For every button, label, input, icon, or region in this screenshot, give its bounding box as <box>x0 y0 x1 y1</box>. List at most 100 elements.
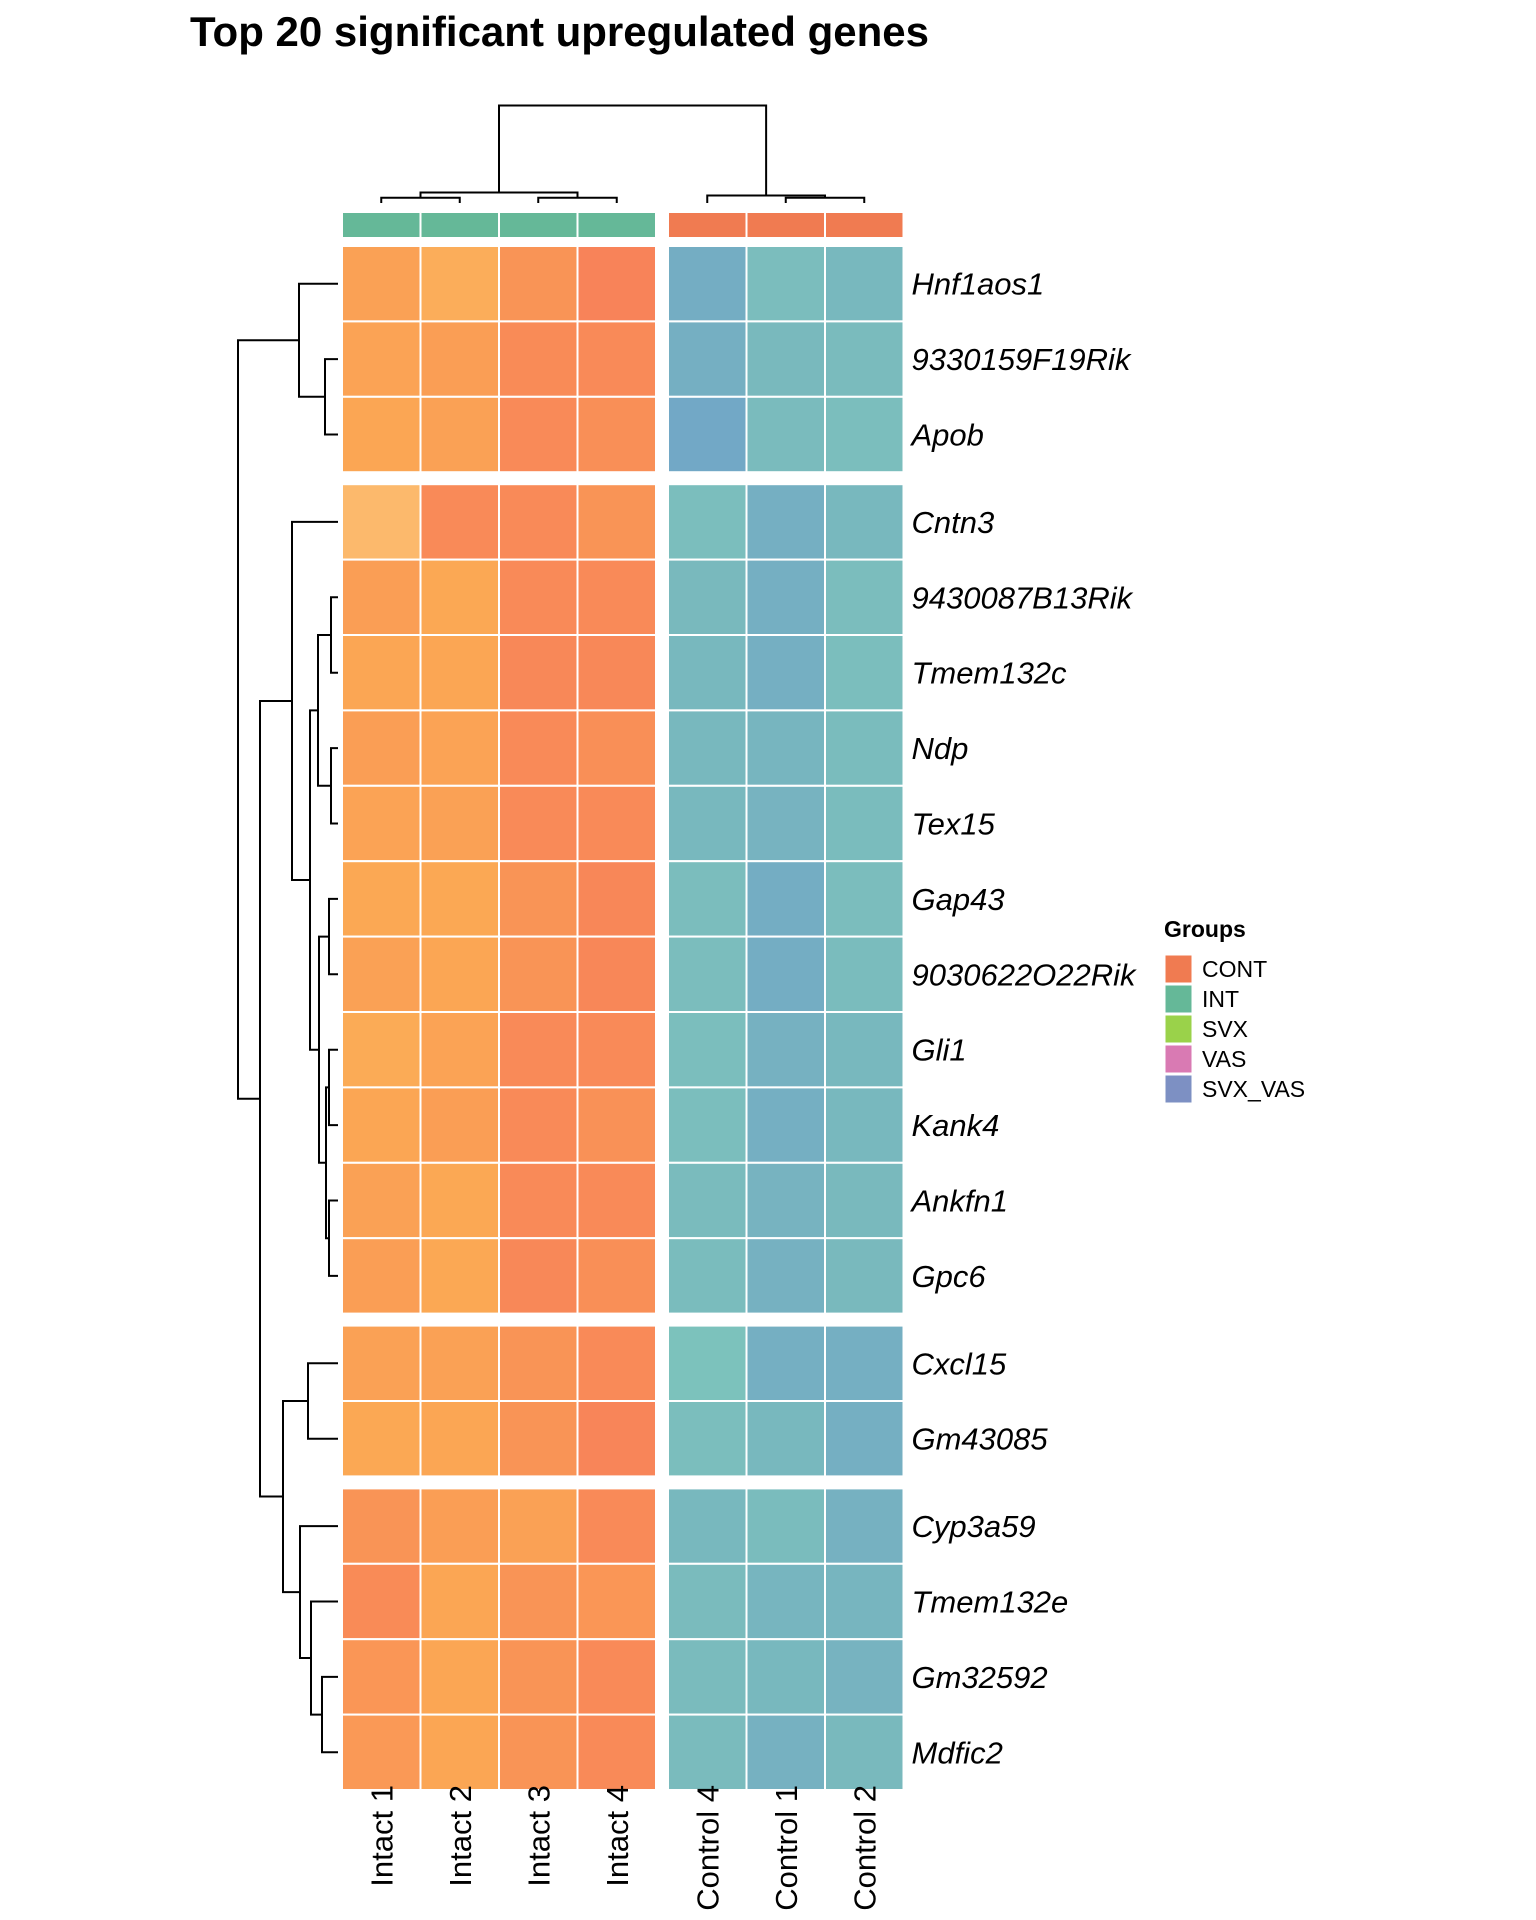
heatmap-cell <box>667 860 748 938</box>
heatmap-cell <box>498 1086 579 1164</box>
annotation-cell <box>419 211 500 239</box>
heatmap-cell <box>824 245 905 323</box>
heatmap-cell <box>667 634 748 712</box>
heatmap-cell <box>341 709 422 787</box>
heatmap-cell <box>341 935 422 1013</box>
row-label: Gap43 <box>912 882 1005 917</box>
heatmap-cell <box>576 709 657 787</box>
heatmap-cell <box>498 1237 579 1315</box>
heatmap-cell <box>419 1562 500 1641</box>
heatmap-cell <box>667 395 748 474</box>
row-label: Gm43085 <box>912 1422 1049 1457</box>
heatmap-cell <box>419 1400 500 1478</box>
heatmap-cell <box>419 1713 500 1791</box>
row-dendrogram-branch <box>330 596 338 674</box>
heatmap-cell <box>745 634 826 712</box>
heatmap-cell <box>745 1324 826 1402</box>
heatmap-cell <box>498 935 579 1013</box>
row-label: 9030622O22Rik <box>912 957 1138 992</box>
legend-label: INT <box>1202 986 1239 1012</box>
heatmap-cell <box>498 784 579 863</box>
heatmap-cell <box>667 1713 748 1791</box>
heatmap-cell <box>576 1011 657 1089</box>
heatmap-cells <box>341 245 905 1791</box>
heatmap-cell <box>667 1487 748 1565</box>
heatmap-cell <box>667 558 748 636</box>
heatmap-cell <box>419 1161 500 1240</box>
annotation-cell <box>745 211 826 239</box>
heatmap-cell <box>824 1011 905 1089</box>
heatmap-cell <box>576 1161 657 1240</box>
heatmap-cell <box>667 1237 748 1315</box>
legend-swatch <box>1164 954 1193 984</box>
annotation-cell <box>667 211 748 239</box>
heatmap-cell <box>341 1487 422 1565</box>
heatmap-cell <box>745 395 826 474</box>
heatmap-cell <box>824 1086 905 1164</box>
column-label: Intact 4 <box>600 1785 635 1887</box>
heatmap-cell <box>576 320 657 398</box>
heatmap-cell <box>745 709 826 787</box>
legend-swatch <box>1164 984 1193 1014</box>
row-label: Gli1 <box>912 1033 967 1068</box>
heatmap-cell <box>419 483 500 561</box>
heatmap-cell <box>824 860 905 938</box>
heatmap-cell <box>576 1713 657 1791</box>
row-label: Kank4 <box>912 1108 1000 1143</box>
column-label: Control 1 <box>769 1785 804 1911</box>
heatmap-cell <box>341 1011 422 1089</box>
row-dendrogram-branch <box>318 935 329 1164</box>
row-dendrogram-branch <box>291 520 338 882</box>
heatmap-cell <box>419 935 500 1013</box>
row-dendrogram-branch <box>259 699 292 1498</box>
heatmap-cell <box>341 320 422 398</box>
heatmap-cell <box>498 634 579 712</box>
heatmap-cell <box>576 1487 657 1565</box>
heatmap-cell <box>745 1638 826 1716</box>
heatmap-cell <box>341 395 422 474</box>
heatmap-cell <box>745 1161 826 1240</box>
legend-swatch <box>1164 1014 1193 1044</box>
column-dendrogram-branch <box>537 196 618 203</box>
heatmap-cell <box>667 1400 748 1478</box>
heatmap-cell <box>824 1400 905 1478</box>
heatmap-cell <box>341 1713 422 1791</box>
heatmap-cell <box>341 1562 422 1641</box>
heatmap-cell <box>498 395 579 474</box>
heatmap-cell <box>667 935 748 1013</box>
row-label: Hnf1aos1 <box>912 267 1045 302</box>
row-label: Tmem132c <box>912 656 1068 691</box>
row-dendrogram-branch <box>330 747 338 825</box>
heatmap-cell <box>341 634 422 712</box>
heatmap-cell <box>419 1086 500 1164</box>
heatmap-cell <box>667 1638 748 1716</box>
heatmap-cell <box>824 320 905 398</box>
heatmap-cell <box>824 784 905 863</box>
heatmap-cell <box>341 245 422 323</box>
row-label: 9430087B13Rik <box>912 580 1134 615</box>
heatmap-cell <box>341 784 422 863</box>
heatmap-cell <box>667 784 748 863</box>
heatmap-cell <box>576 1237 657 1315</box>
row-label: Ndp <box>912 731 969 766</box>
heatmap-cell <box>498 483 579 561</box>
legend-swatch <box>1164 1074 1193 1104</box>
row-dendrogram-branch <box>299 1525 338 1660</box>
heatmap-cell <box>498 558 579 636</box>
heatmap-cell <box>824 1638 905 1716</box>
heatmap-cell <box>419 709 500 787</box>
heatmap-cell <box>341 483 422 561</box>
heatmap-cell <box>745 1086 826 1164</box>
heatmap-cell <box>576 1562 657 1641</box>
annotation-cell <box>341 211 422 239</box>
heatmap-cell <box>341 1400 422 1478</box>
legend-label: SVX <box>1202 1016 1248 1042</box>
heatmap-cell <box>745 483 826 561</box>
heatmap-cell <box>824 1161 905 1240</box>
heatmap-cell <box>824 1324 905 1402</box>
column-label: Intact 3 <box>521 1785 556 1887</box>
heatmap-cell <box>824 1713 905 1791</box>
legend-title: Groups <box>1164 916 1246 942</box>
heatmap-cell <box>419 320 500 398</box>
legend-label: SVX_VAS <box>1202 1076 1305 1102</box>
